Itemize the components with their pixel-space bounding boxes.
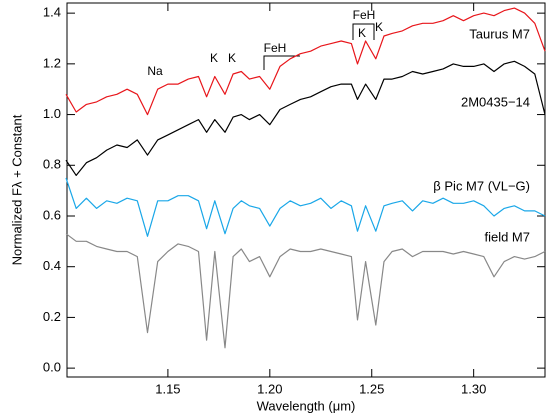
x-axis-label: Wavelength (μm) xyxy=(257,398,356,413)
series-label: Taurus M7 xyxy=(469,26,530,41)
y-tick-label: 0.2 xyxy=(43,309,61,324)
y-tick-label: 1.0 xyxy=(43,106,61,121)
x-tick-label: 1.30 xyxy=(461,381,486,396)
annotation: K xyxy=(358,26,366,40)
annotation: K xyxy=(228,51,236,65)
annotation: FeH xyxy=(264,41,287,55)
annotation: FeH xyxy=(353,8,376,22)
y-axis-label: Normalized Fλ + Constant xyxy=(9,114,24,265)
spectrum-line xyxy=(65,177,546,237)
y-tick-label: 1.2 xyxy=(43,55,61,70)
spectrum-line xyxy=(65,7,546,116)
y-tick-label: 1.4 xyxy=(43,5,61,20)
y-tick-label: 0.8 xyxy=(43,157,61,172)
series-label: field M7 xyxy=(484,229,530,244)
y-tick-label: 0.0 xyxy=(43,360,61,375)
x-tick-label: 1.25 xyxy=(359,381,384,396)
y-tick-label: 0.6 xyxy=(43,207,61,222)
spectrum-line xyxy=(65,60,546,176)
series-label: β Pic M7 (VL−G) xyxy=(433,178,530,193)
feh-bracket xyxy=(263,23,375,70)
x-tick-label: 1.20 xyxy=(257,381,282,396)
series-label: 2M0435−14 xyxy=(461,94,530,109)
annotation: K xyxy=(210,51,218,65)
y-tick-label: 0.4 xyxy=(43,258,61,273)
annotation: K xyxy=(375,20,383,34)
spectrum-line xyxy=(65,233,546,349)
x-tick-label: 1.15 xyxy=(155,381,180,396)
annotation: Na xyxy=(147,64,163,78)
plot-frame xyxy=(66,2,546,378)
